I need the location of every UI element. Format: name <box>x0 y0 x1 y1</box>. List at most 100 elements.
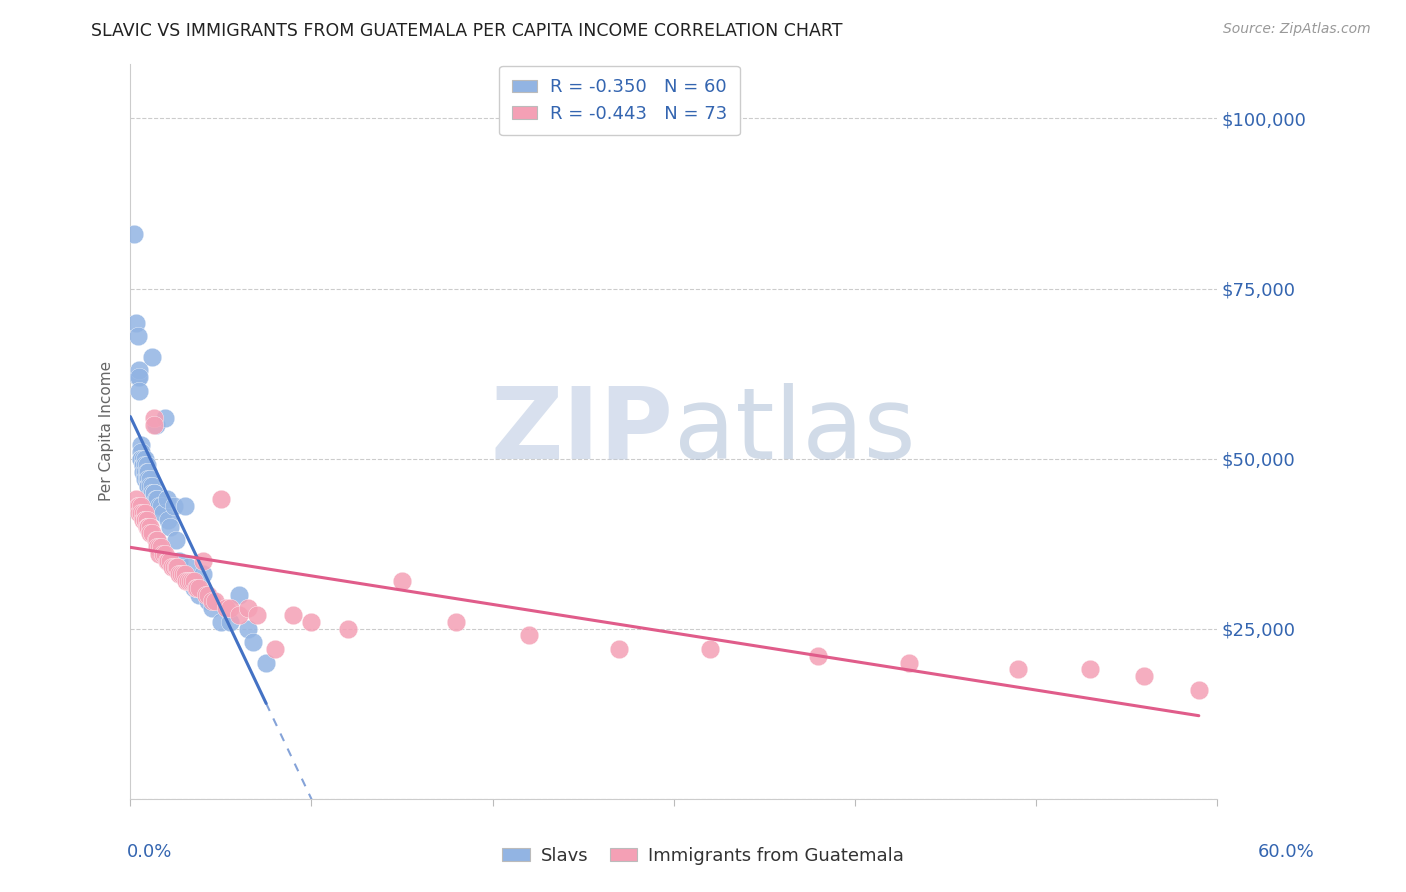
Point <box>125 316 148 330</box>
Point <box>148 540 170 554</box>
Point <box>898 656 921 670</box>
Point <box>138 519 160 533</box>
Point <box>129 451 152 466</box>
Point <box>125 492 148 507</box>
Point <box>1188 682 1211 697</box>
Point <box>134 451 156 466</box>
Point <box>201 601 224 615</box>
Point <box>132 458 155 473</box>
Point <box>191 553 214 567</box>
Point <box>219 601 242 615</box>
Point <box>129 444 152 458</box>
Point <box>141 485 163 500</box>
Point <box>236 622 259 636</box>
Point <box>1078 663 1101 677</box>
Point <box>148 547 170 561</box>
Point <box>135 519 157 533</box>
Point <box>197 594 219 608</box>
Point <box>283 608 305 623</box>
Point <box>264 642 287 657</box>
Point <box>219 615 242 629</box>
Point <box>145 533 167 548</box>
Point <box>138 465 160 479</box>
Point <box>177 574 200 588</box>
Point <box>132 465 155 479</box>
Point <box>607 642 630 657</box>
Text: ZIP: ZIP <box>491 383 673 480</box>
Point <box>446 615 468 629</box>
Point <box>148 499 170 513</box>
Point <box>246 608 269 623</box>
Point <box>391 574 413 588</box>
Point <box>184 581 207 595</box>
Point <box>129 451 152 466</box>
Point <box>152 506 174 520</box>
Point <box>138 472 160 486</box>
Point <box>138 479 160 493</box>
Point <box>228 608 250 623</box>
Point <box>145 417 167 432</box>
Point <box>146 533 169 548</box>
Point <box>134 513 156 527</box>
Point <box>167 567 190 582</box>
Point <box>132 513 155 527</box>
Point <box>188 581 211 595</box>
Point <box>177 560 200 574</box>
Point <box>1007 663 1029 677</box>
Point <box>155 553 177 567</box>
Point <box>135 513 157 527</box>
Point <box>135 472 157 486</box>
Point <box>204 594 226 608</box>
Point <box>699 642 721 657</box>
Point <box>336 622 359 636</box>
Point <box>134 506 156 520</box>
Point <box>183 581 205 595</box>
Point <box>141 479 163 493</box>
Point <box>183 574 205 588</box>
Point <box>127 499 149 513</box>
Text: Source: ZipAtlas.com: Source: ZipAtlas.com <box>1223 22 1371 37</box>
Point <box>807 648 830 663</box>
Point <box>155 492 177 507</box>
Text: 0.0%: 0.0% <box>127 843 172 861</box>
Point <box>173 567 195 582</box>
Point <box>176 574 198 588</box>
Point <box>127 370 149 384</box>
Point <box>135 465 157 479</box>
Text: SLAVIC VS IMMIGRANTS FROM GUATEMALA PER CAPITA INCOME CORRELATION CHART: SLAVIC VS IMMIGRANTS FROM GUATEMALA PER … <box>91 22 842 40</box>
Point <box>141 526 163 541</box>
Point <box>132 451 155 466</box>
Point <box>254 656 277 670</box>
Point <box>153 410 176 425</box>
Point <box>128 370 150 384</box>
Point <box>191 567 214 582</box>
Point <box>127 329 149 343</box>
Point <box>166 560 188 574</box>
Point <box>128 363 150 377</box>
Point <box>145 492 167 507</box>
Point <box>134 458 156 473</box>
Point <box>128 384 150 398</box>
Point <box>188 588 211 602</box>
Point <box>150 499 173 513</box>
Point <box>142 485 165 500</box>
Text: atlas: atlas <box>673 383 915 480</box>
Point <box>152 547 174 561</box>
Point <box>134 465 156 479</box>
Point <box>236 601 259 615</box>
Y-axis label: Per Capita Income: Per Capita Income <box>100 361 114 501</box>
Point <box>132 458 155 473</box>
Point <box>197 588 219 602</box>
Text: 60.0%: 60.0% <box>1258 843 1315 861</box>
Point <box>146 533 169 548</box>
Point <box>142 485 165 500</box>
Point <box>122 227 145 241</box>
Point <box>134 513 156 527</box>
Point <box>299 615 322 629</box>
Point <box>517 628 540 642</box>
Point <box>159 553 181 567</box>
Point <box>201 594 224 608</box>
Point <box>186 581 208 595</box>
Point <box>157 513 180 527</box>
Point <box>209 492 232 507</box>
